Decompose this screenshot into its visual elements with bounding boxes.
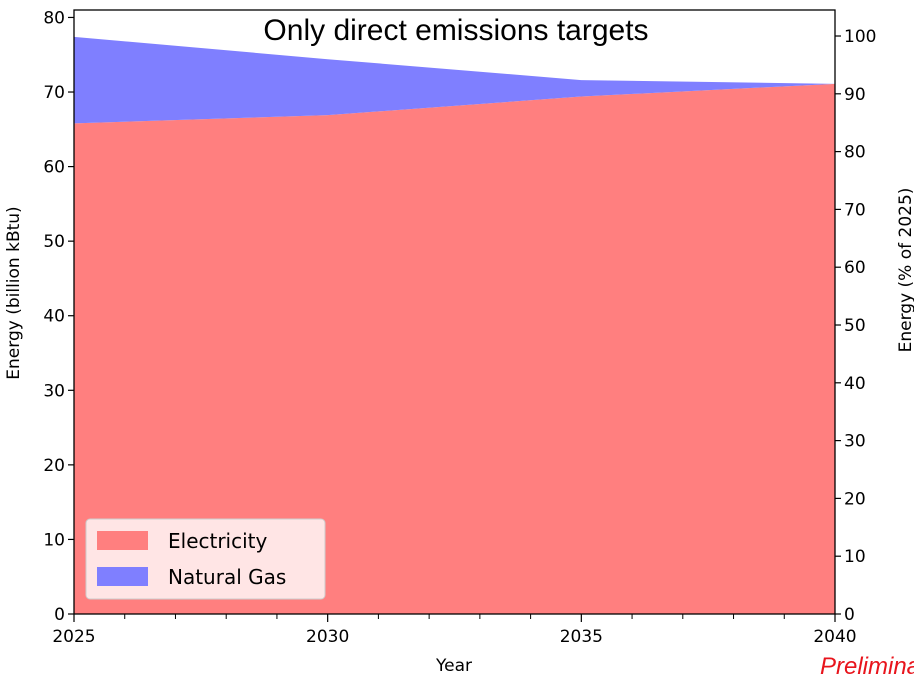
x-tick-label: 2040 (813, 627, 856, 647)
y-right-tick-label: 60 (844, 258, 866, 278)
y-tick-label: 10 (43, 530, 65, 550)
y-tick-label: 60 (43, 158, 65, 178)
legend: Electricity Natural Gas (85, 518, 326, 600)
legend-swatch-natural-gas (97, 567, 148, 586)
y-tick-label: 80 (43, 8, 65, 28)
y-right-tick-label: 10 (844, 547, 866, 567)
y-right-tick-label: 90 (844, 85, 866, 105)
x-tick-label: 2030 (306, 627, 349, 647)
y-right-tick-label: 100 (844, 27, 876, 47)
area-natural-gas (74, 36, 835, 124)
preliminary-watermark: Preliminary (820, 653, 914, 676)
y-tick-label: 50 (43, 232, 65, 252)
x-axis-title: Year (435, 656, 472, 676)
y-tick-label: 40 (43, 307, 65, 327)
legend-label-natural-gas: Natural Gas (168, 565, 286, 589)
legend-swatch-electricity (97, 531, 148, 550)
x-tick-label: 2025 (52, 627, 95, 647)
y-right-tick-label: 0 (844, 605, 855, 625)
x-tick-label: 2035 (560, 627, 603, 647)
area-electricity (74, 83, 835, 614)
y-right-tick-label: 30 (844, 432, 866, 452)
y-axis-right-title: Energy (% of 2025) (896, 188, 914, 353)
y-axis-title: Energy (billion kBtu) (4, 206, 24, 379)
y-tick-label: 70 (43, 83, 65, 103)
plot-frame (73, 9, 836, 615)
chart-title: Only direct emissions targets (263, 14, 648, 47)
y-tick-label: 30 (43, 381, 65, 401)
y-right-tick-label: 70 (844, 200, 866, 220)
right-axis: 0 10 20 30 40 50 60 70 80 90 100 (835, 27, 876, 625)
y-right-tick-label: 20 (844, 489, 866, 509)
left-axis: 0 10 20 30 40 50 60 70 80 (43, 8, 74, 625)
y-right-tick-label: 40 (844, 374, 866, 394)
x-axis: 2025 2030 2035 2040 (52, 614, 857, 647)
y-tick-label: 20 (43, 456, 65, 476)
y-tick-label: 0 (54, 605, 65, 625)
y-right-tick-label: 80 (844, 143, 866, 163)
y-right-tick-label: 50 (844, 316, 866, 336)
legend-label-electricity: Electricity (168, 529, 268, 553)
area-layer (74, 36, 835, 614)
